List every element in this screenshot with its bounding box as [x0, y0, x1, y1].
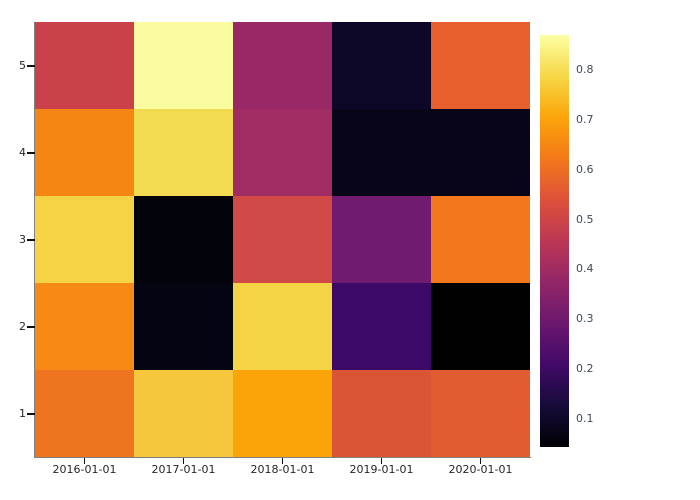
heatmap-cell-y1-x2016-01-01 [35, 370, 134, 457]
heatmap-cell-y4-x2017-01-01 [134, 109, 233, 196]
heatmap-cell-y2-x2016-01-01 [35, 283, 134, 370]
heatmap-cell-y3-x2019-01-01 [332, 196, 431, 283]
heatmap-cell-y3-x2017-01-01 [134, 196, 233, 283]
x-axis-tick [480, 458, 481, 464]
y-axis-tick [27, 325, 35, 328]
y-axis-tick [27, 151, 35, 154]
heatmap-cell-y5-x2019-01-01 [332, 22, 431, 109]
x-axis-tick-label: 2020-01-01 [448, 463, 513, 476]
x-axis-tick [84, 458, 85, 464]
heatmap-cell-y1-x2018-01-01 [233, 370, 332, 457]
colorbar-tick-label: 0.2 [576, 362, 594, 376]
heatmap-cell-y5-x2017-01-01 [134, 22, 233, 109]
heatmap-cell-y2-x2020-01-01 [431, 283, 530, 370]
colorbar-tick-label: 0.8 [576, 62, 594, 76]
y-axis-tick-label: 5 [19, 58, 26, 72]
x-axis-tick-label: 2018-01-01 [250, 463, 315, 476]
y-axis-tick [27, 238, 35, 241]
y-axis-tick-label: 4 [19, 145, 26, 159]
heatmap-cell-y4-x2020-01-01 [431, 109, 530, 196]
y-axis-tick-label: 2 [19, 319, 26, 333]
heatmap-cell-y5-x2020-01-01 [431, 22, 530, 109]
heatmap-cell-y1-x2020-01-01 [431, 370, 530, 457]
heatmap-cell-y5-x2018-01-01 [233, 22, 332, 109]
x-axis-tick [282, 458, 283, 464]
heatmap-cell-y1-x2019-01-01 [332, 370, 431, 457]
colorbar-tick-label: 0.7 [576, 112, 594, 126]
x-axis-tick-label: 2017-01-01 [151, 463, 216, 476]
x-axis-line [34, 457, 531, 458]
y-axis-tick [27, 412, 35, 415]
heatmap-cell-y1-x2017-01-01 [134, 370, 233, 457]
x-axis-tick-label: 2016-01-01 [52, 463, 117, 476]
colorbar-tick-label: 0.4 [576, 262, 594, 276]
x-axis-tick-label: 2019-01-01 [349, 463, 414, 476]
y-axis-tick-label: 1 [19, 406, 26, 420]
heatmap-cell-y3-x2016-01-01 [35, 196, 134, 283]
heatmap-cell-y3-x2018-01-01 [233, 196, 332, 283]
heatmap-cell-y4-x2018-01-01 [233, 109, 332, 196]
colorbar [540, 35, 569, 447]
y-axis-tick-label: 3 [19, 232, 26, 246]
colorbar-tick-label: 0.1 [576, 412, 594, 426]
colorbar-tick-label: 0.6 [576, 162, 594, 176]
plot-area [35, 22, 530, 457]
colorbar-tick-label: 0.5 [576, 212, 594, 226]
x-axis-tick [381, 458, 382, 464]
heatmap-cell-y5-x2016-01-01 [35, 22, 134, 109]
heatmap-cell-y4-x2019-01-01 [332, 109, 431, 196]
y-axis-tick [27, 64, 35, 67]
x-axis-tick [183, 458, 184, 464]
heatmap-cell-y3-x2020-01-01 [431, 196, 530, 283]
colorbar-tick-label: 0.3 [576, 312, 594, 326]
heatmap-cell-y2-x2018-01-01 [233, 283, 332, 370]
heatmap-cell-y2-x2017-01-01 [134, 283, 233, 370]
heatmap-cell-y4-x2016-01-01 [35, 109, 134, 196]
heatmap-cell-y2-x2019-01-01 [332, 283, 431, 370]
